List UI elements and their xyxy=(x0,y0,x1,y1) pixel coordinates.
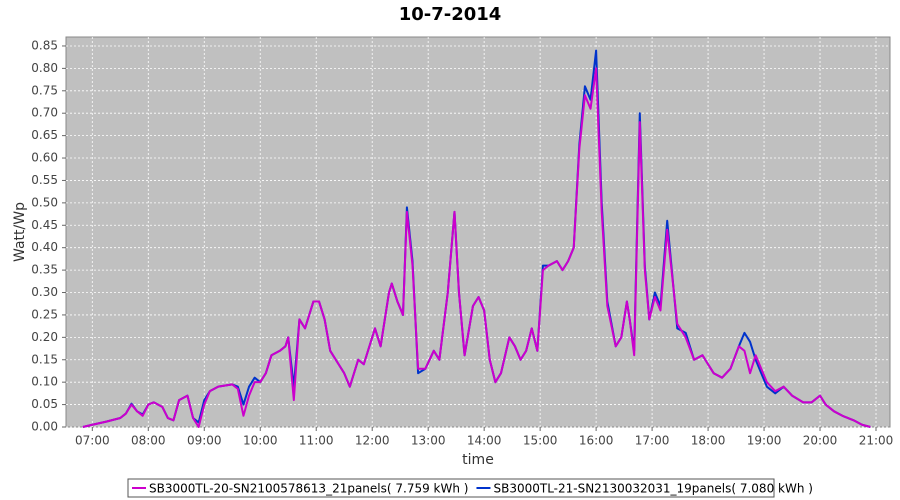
y-tick-label: 0.45 xyxy=(31,218,58,232)
y-tick-label: 0.20 xyxy=(31,330,58,344)
x-tick-label: 10:00 xyxy=(243,434,278,448)
x-tick-label: 17:00 xyxy=(635,434,670,448)
series-line xyxy=(82,67,871,428)
x-tick-label: 19:00 xyxy=(747,434,782,448)
x-tick-label: 09:00 xyxy=(187,434,222,448)
x-tick-label: 16:00 xyxy=(579,434,614,448)
y-tick-label: 0.15 xyxy=(31,352,58,366)
y-axis-label: Watt/Wp xyxy=(12,202,28,262)
y-tick-label: 0.30 xyxy=(31,285,58,299)
x-tick-label: 12:00 xyxy=(355,434,390,448)
y-tick-label: 0.10 xyxy=(31,375,58,389)
y-tick-label: 0.70 xyxy=(31,106,58,120)
y-tick-label: 0.60 xyxy=(31,151,58,165)
chart-title: 10-7-2014 xyxy=(399,4,502,25)
legend-label: SB3000TL-21-SN2130032031_19panels( 7.080… xyxy=(493,482,812,496)
y-tick-label: 0.65 xyxy=(31,128,58,142)
y-tick-label: 0.00 xyxy=(31,420,58,434)
x-tick-label: 11:00 xyxy=(299,434,334,448)
x-tick-label: 15:00 xyxy=(523,434,558,448)
legend xyxy=(127,478,775,498)
y-tick-label: 0.50 xyxy=(31,195,58,209)
y-tick-label: 0.05 xyxy=(31,397,58,411)
y-tick-label: 0.85 xyxy=(31,38,58,52)
y-tick-label: 0.75 xyxy=(31,83,58,97)
x-tick-label: 08:00 xyxy=(131,434,166,448)
plot-area xyxy=(65,36,891,428)
legend-label: SB3000TL-20-SN2100578613_21panels( 7.759… xyxy=(149,482,468,496)
y-tick-label: 0.55 xyxy=(31,173,58,187)
x-tick-label: 18:00 xyxy=(691,434,726,448)
y-tick-label: 0.35 xyxy=(31,263,58,277)
x-tick-label: 21:00 xyxy=(859,434,894,448)
y-tick-label: 0.80 xyxy=(31,61,58,75)
x-tick-label: 13:00 xyxy=(411,434,446,448)
x-tick-label: 14:00 xyxy=(467,434,502,448)
x-tick-label: 20:00 xyxy=(803,434,838,448)
x-axis-label: time xyxy=(462,452,494,468)
y-tick-label: 0.40 xyxy=(31,240,58,254)
x-tick-label: 07:00 xyxy=(75,434,110,448)
y-tick-label: 0.25 xyxy=(31,307,58,321)
